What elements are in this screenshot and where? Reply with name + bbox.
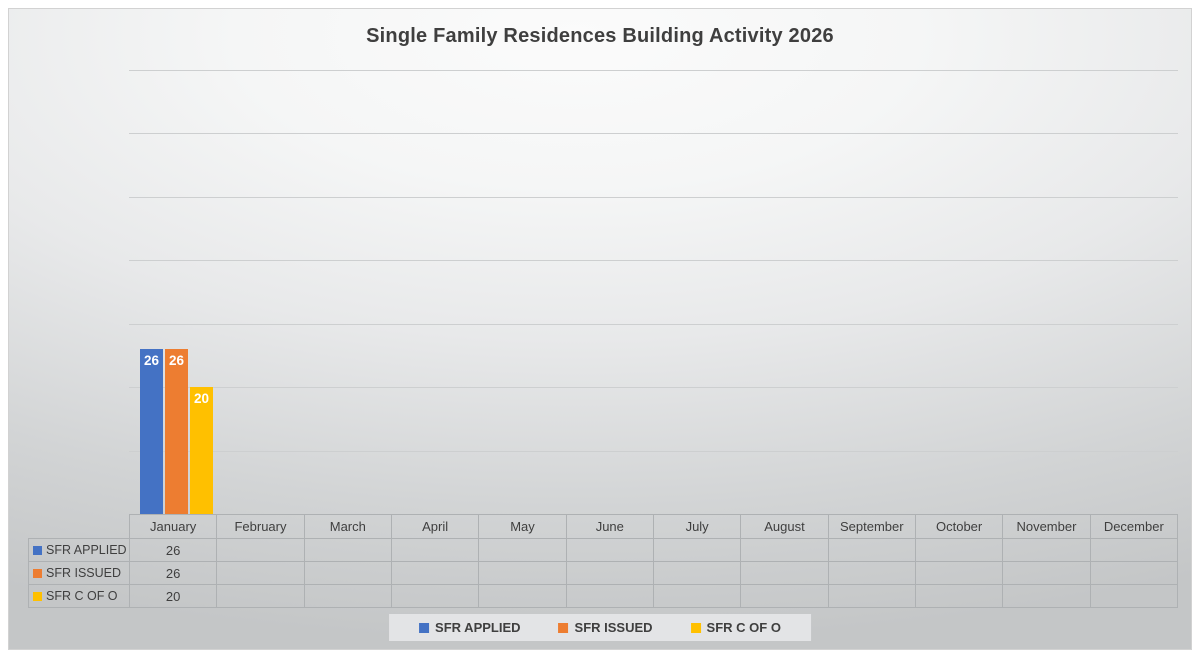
table-cell-sfr-applied-july: [652, 538, 742, 562]
month-header-september: September: [827, 514, 916, 539]
table-cell-sfr-applied-february: [216, 538, 305, 562]
table-cell-sfr-issued-september: [827, 561, 916, 585]
month-header-july: July: [652, 514, 742, 539]
bar-sfr-c-of-o-january: 20: [190, 387, 213, 514]
table-cell-sfr-applied-january: 26: [128, 538, 218, 562]
table-cell-sfr-applied-may: [478, 538, 567, 562]
legend-label: SFR ISSUED: [574, 620, 653, 635]
series-swatch-icon: [33, 592, 42, 601]
table-cell-sfr-applied-september: [827, 538, 916, 562]
gridline-60: [129, 133, 1178, 135]
month-header-april: April: [390, 514, 480, 539]
bar-sfr-applied-january: 26: [140, 349, 163, 514]
table-corner-cell: [29, 515, 130, 539]
table-cell-sfr-issued-december: [1089, 561, 1179, 585]
table-cell-sfr-c-of-o-february: [216, 584, 305, 608]
table-cell-sfr-c-of-o-september: [827, 584, 916, 608]
table-cell-sfr-c-of-o-may: [478, 584, 567, 608]
table-cell-sfr-c-of-o-june: [565, 584, 654, 608]
legend-label: SFR C OF O: [706, 620, 781, 635]
plot-area: 26 26 20: [129, 70, 1178, 514]
legend-label: SFR APPLIED: [435, 620, 521, 635]
legend-swatch-icon: [558, 622, 569, 633]
chart-surface: Single Family Residences Building Activi…: [8, 8, 1192, 650]
series-swatch-icon: [33, 546, 42, 555]
table-cell-sfr-issued-april: [390, 561, 480, 585]
month-header-august: August: [740, 514, 829, 539]
month-header-february: February: [216, 514, 305, 539]
month-header-november: November: [1002, 514, 1091, 539]
table-cell-sfr-issued-november: [1002, 561, 1091, 585]
legend-item-sfr-applied: SFR APPLIED: [419, 620, 521, 635]
table-cell-sfr-c-of-o-march: [303, 584, 392, 608]
table-header-row: January February March April May June July Augu…: [29, 514, 1179, 539]
month-header-march: March: [303, 514, 392, 539]
chart-data-table: January February March April May June July Augu…: [28, 514, 1179, 608]
legend-swatch-icon: [690, 622, 701, 633]
gridline-20: [129, 387, 1178, 389]
table-cell-sfr-issued-july: [652, 561, 742, 585]
month-header-june: June: [565, 514, 654, 539]
table-cell-sfr-issued-june: [565, 561, 654, 585]
bar-value-label: 26: [143, 353, 160, 369]
table-cell-sfr-applied-april: [390, 538, 480, 562]
table-cell-sfr-applied-august: [740, 538, 829, 562]
table-cell-sfr-issued-february: [216, 561, 305, 585]
table-cell-sfr-c-of-o-july: [652, 584, 742, 608]
table-row-sfr-c-of-o: SFR C OF O 20: [28, 584, 1179, 608]
table-cell-sfr-c-of-o-august: [740, 584, 829, 608]
table-cell-sfr-applied-october: [914, 538, 1004, 562]
chart-legend: SFR APPLIED SFR ISSUED SFR C OF O: [389, 614, 811, 641]
legend-item-sfr-c-of-o: SFR C OF O: [690, 620, 781, 635]
series-label-sfr-applied: SFR APPLIED: [28, 538, 130, 562]
table-cell-sfr-c-of-o-april: [390, 584, 480, 608]
month-header-may: May: [478, 514, 567, 539]
table-cell-sfr-applied-november: [1002, 538, 1091, 562]
bar-value-label: 20: [193, 391, 210, 407]
table-cell-sfr-issued-march: [303, 561, 392, 585]
gridline-10: [129, 450, 1178, 452]
series-swatch-icon: [33, 569, 42, 578]
table-cell-sfr-issued-august: [740, 561, 829, 585]
series-label-sfr-c-of-o: SFR C OF O: [28, 584, 130, 608]
month-header-december: December: [1089, 514, 1179, 539]
bar-value-label: 26: [168, 353, 185, 369]
month-header-january: January: [128, 514, 218, 539]
table-cell-sfr-c-of-o-november: [1002, 584, 1091, 608]
series-label-sfr-issued: SFR ISSUED: [28, 561, 130, 585]
table-cell-sfr-issued-may: [478, 561, 567, 585]
table-cell-sfr-c-of-o-january: 20: [128, 584, 218, 608]
table-cell-sfr-c-of-o-october: [914, 584, 1004, 608]
table-cell-sfr-applied-march: [303, 538, 392, 562]
gridline-40: [129, 260, 1178, 262]
month-header-october: October: [914, 514, 1004, 539]
table-cell-sfr-applied-december: [1089, 538, 1179, 562]
table-cell-sfr-c-of-o-december: [1089, 584, 1179, 608]
bar-sfr-issued-january: 26: [165, 349, 188, 514]
gridline-30: [129, 323, 1178, 325]
table-cell-sfr-issued-january: 26: [128, 561, 218, 585]
gridline-70: [129, 70, 1178, 71]
table-cell-sfr-issued-october: [914, 561, 1004, 585]
gridline-50: [129, 196, 1178, 198]
chart-title: Single Family Residences Building Activi…: [366, 25, 834, 47]
legend-item-sfr-issued: SFR ISSUED: [558, 620, 653, 635]
table-row-sfr-issued: SFR ISSUED 26: [28, 561, 1179, 585]
table-row-sfr-applied: SFR APPLIED 26: [28, 538, 1179, 562]
legend-swatch-icon: [419, 622, 430, 633]
table-cell-sfr-applied-june: [565, 538, 654, 562]
